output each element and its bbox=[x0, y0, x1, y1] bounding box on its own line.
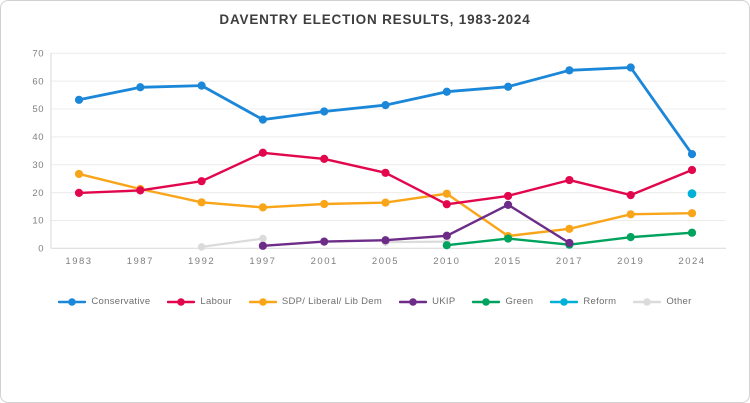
y-axis-tick-40: 40 bbox=[32, 132, 44, 143]
data-point-sdp-liberal-lib-dem-2010 bbox=[442, 189, 451, 198]
legend-label-conservative: Conservative bbox=[91, 296, 151, 307]
data-point-reform-2024 bbox=[687, 189, 697, 199]
legend-label-other: Other bbox=[666, 296, 692, 307]
data-point-green-2010 bbox=[442, 241, 451, 250]
legend-marker-icon bbox=[58, 297, 87, 306]
y-axis-tick-20: 20 bbox=[32, 188, 44, 199]
data-point-conservative-1997 bbox=[258, 115, 267, 124]
data-point-sdp-liberal-lib-dem-2017 bbox=[565, 224, 574, 233]
data-point-sdp-liberal-lib-dem-1997 bbox=[258, 203, 267, 212]
data-point-labour-2015 bbox=[504, 191, 513, 201]
x-axis-tick-2005: 2005 bbox=[372, 256, 399, 267]
legend-label-reform: Reform bbox=[583, 296, 617, 307]
data-point-conservative-1983 bbox=[74, 95, 84, 104]
data-point-sdp-liberal-lib-dem-1992 bbox=[197, 198, 206, 207]
legend-item-green: Green bbox=[472, 296, 533, 307]
data-point-sdp-liberal-lib-dem-2019 bbox=[626, 210, 635, 219]
data-point-ukip-1997 bbox=[258, 241, 267, 250]
x-axis-tick-1987: 1987 bbox=[127, 256, 154, 267]
data-point-ukip-2015 bbox=[504, 200, 513, 209]
data-point-labour-2010 bbox=[442, 200, 451, 209]
data-point-labour-2017 bbox=[565, 175, 574, 185]
data-point-conservative-2005 bbox=[381, 101, 390, 110]
series-line-conservative bbox=[77, 66, 694, 156]
legend-dot-other bbox=[643, 297, 652, 306]
y-axis-tick-30: 30 bbox=[32, 160, 44, 171]
x-axis-tick-2019: 2019 bbox=[617, 256, 644, 267]
data-point-conservative-1987 bbox=[136, 83, 145, 92]
series-line-ukip bbox=[261, 203, 571, 248]
data-point-conservative-2010 bbox=[442, 87, 451, 96]
series-line-other bbox=[200, 237, 264, 248]
legend-item-sdp-liberal-lib-dem: SDP/ Liberal/ Lib Dem bbox=[248, 296, 383, 307]
legend-item-conservative: Conservative bbox=[58, 296, 150, 307]
data-point-labour-1992 bbox=[197, 177, 206, 186]
legend-dot-green bbox=[482, 297, 491, 306]
data-point-conservative-2001 bbox=[320, 107, 329, 116]
legend-marker-icon bbox=[633, 297, 662, 306]
data-point-green-2024 bbox=[687, 228, 697, 237]
chart-legend: Conservative Labour SDP/ Liberal/ Lib Dem U… bbox=[1, 296, 749, 307]
legend-dot-labour bbox=[177, 297, 186, 306]
y-axis-tick-0: 0 bbox=[38, 244, 44, 255]
legend-label-sdp-liberal-lib-dem: SDP/ Liberal/ Lib Dem bbox=[281, 296, 383, 307]
data-point-labour-1987 bbox=[136, 186, 145, 195]
data-point-labour-1983 bbox=[74, 188, 84, 197]
y-axis-tick-60: 60 bbox=[32, 76, 44, 87]
legend-dot-conservative bbox=[68, 297, 77, 306]
data-point-conservative-2017 bbox=[565, 66, 574, 75]
data-point-labour-2024 bbox=[687, 165, 697, 175]
chart-title: DAVENTRY ELECTION RESULTS, 1983-2024 bbox=[219, 12, 531, 27]
x-axis-tick-2001: 2001 bbox=[311, 256, 338, 267]
data-point-labour-1997 bbox=[258, 148, 267, 157]
data-point-ukip-2001 bbox=[320, 237, 329, 246]
x-axis-tick-1983: 1983 bbox=[65, 256, 92, 267]
legend-item-ukip: UKIP bbox=[399, 296, 455, 307]
legend-item-reform: Reform bbox=[550, 296, 616, 307]
data-point-conservative-1992 bbox=[197, 81, 206, 90]
data-point-green-2019 bbox=[626, 233, 635, 242]
legend-dot-sdp-liberal-lib-dem bbox=[259, 297, 267, 306]
legend-label-green: Green bbox=[505, 296, 534, 307]
legend-marker-icon bbox=[399, 297, 428, 306]
legend-dot-reform bbox=[560, 297, 569, 306]
legend-dot-ukip bbox=[409, 297, 417, 306]
data-point-sdp-liberal-lib-dem-2024 bbox=[687, 209, 697, 218]
data-point-labour-2001 bbox=[320, 154, 329, 163]
legend-item-other: Other bbox=[633, 296, 691, 307]
x-axis-tick-2017: 2017 bbox=[556, 256, 583, 267]
series-line-other bbox=[384, 240, 448, 244]
data-point-ukip-2017 bbox=[565, 238, 574, 248]
data-point-green-2015 bbox=[504, 234, 513, 243]
data-point-conservative-2015 bbox=[504, 82, 513, 91]
data-point-conservative-2024 bbox=[687, 150, 697, 159]
legend-label-ukip: UKIP bbox=[432, 296, 456, 307]
legend-label-labour: Labour bbox=[200, 296, 232, 307]
x-axis-tick-2010: 2010 bbox=[433, 256, 460, 267]
data-point-ukip-2005 bbox=[381, 236, 390, 245]
data-point-sdp-liberal-lib-dem-2005 bbox=[381, 198, 390, 207]
y-axis-tick-10: 10 bbox=[32, 216, 44, 227]
y-axis-tick-70: 70 bbox=[32, 49, 44, 60]
data-point-sdp-liberal-lib-dem-2001 bbox=[320, 199, 329, 209]
line-chart-plot: 0 10 20 30 40 50 60 70 1983 1987 1992 1997 2001 2005 2… bbox=[32, 49, 726, 267]
data-point-labour-2005 bbox=[381, 168, 390, 177]
x-axis-tick-1992: 1992 bbox=[188, 256, 215, 267]
data-point-other-1997 bbox=[259, 234, 267, 243]
data-point-labour-2019 bbox=[626, 190, 635, 200]
x-axis-tick-1997: 1997 bbox=[249, 256, 276, 267]
data-point-ukip-2010 bbox=[442, 231, 451, 240]
data-point-conservative-2019 bbox=[626, 63, 635, 72]
y-axis-tick-50: 50 bbox=[32, 104, 44, 115]
legend-marker-icon bbox=[248, 297, 277, 306]
data-point-sdp-liberal-lib-dem-1983 bbox=[74, 169, 84, 179]
legend-marker-icon bbox=[550, 297, 579, 306]
legend-marker-icon bbox=[472, 297, 501, 306]
data-point-other-1992 bbox=[197, 243, 206, 251]
x-axis-tick-2024: 2024 bbox=[678, 256, 705, 267]
x-axis-tick-2015: 2015 bbox=[495, 256, 522, 267]
legend-marker-icon bbox=[167, 297, 196, 306]
legend-item-labour: Labour bbox=[167, 296, 232, 307]
